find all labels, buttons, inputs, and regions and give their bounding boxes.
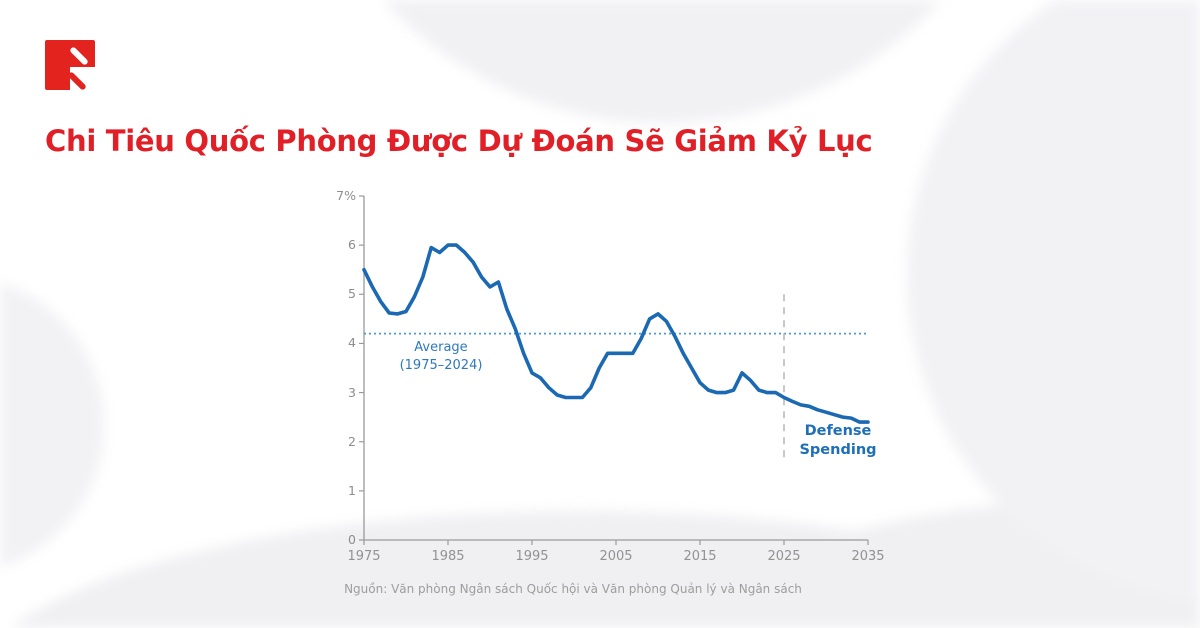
defense-label-line2: Spending bbox=[799, 441, 877, 458]
brand-logo-icon bbox=[45, 40, 96, 91]
y-tick-label: 6 bbox=[348, 237, 356, 252]
x-tick-label: 1995 bbox=[515, 549, 549, 564]
source-note: Nguồn: Văn phòng Ngân sách Quốc hội và V… bbox=[344, 582, 802, 596]
logo-slash-white-icon bbox=[69, 46, 89, 66]
y-tick-label: 0 bbox=[348, 532, 356, 547]
y-tick-label: 5 bbox=[348, 286, 356, 301]
y-tick-label: 1 bbox=[348, 483, 356, 498]
y-tick-label: 7% bbox=[336, 188, 356, 203]
y-tick-label: 2 bbox=[348, 434, 356, 449]
x-tick-label: 2025 bbox=[767, 549, 801, 564]
y-tick-label: 4 bbox=[348, 335, 356, 350]
average-line-label: Average (1975–2024) bbox=[371, 339, 511, 375]
average-label-line1: Average bbox=[414, 340, 468, 355]
y-tick-label: 3 bbox=[348, 385, 356, 400]
defense-spending-line bbox=[362, 243, 870, 424]
x-tick-label: 2015 bbox=[683, 549, 717, 564]
page-title: Chi Tiêu Quốc Phòng Được Dự Đoán Sẽ Giảm… bbox=[45, 124, 873, 159]
x-tick-label: 2005 bbox=[599, 549, 633, 564]
x-tick-label: 1975 bbox=[347, 549, 381, 564]
x-tick-label: 2035 bbox=[851, 549, 885, 564]
defense-label-line1: Defense bbox=[804, 423, 872, 439]
average-label-line2: (1975–2024) bbox=[399, 358, 483, 373]
x-tick-label: 1985 bbox=[431, 549, 465, 564]
defense-spending-label: Defense Spending bbox=[768, 422, 908, 459]
